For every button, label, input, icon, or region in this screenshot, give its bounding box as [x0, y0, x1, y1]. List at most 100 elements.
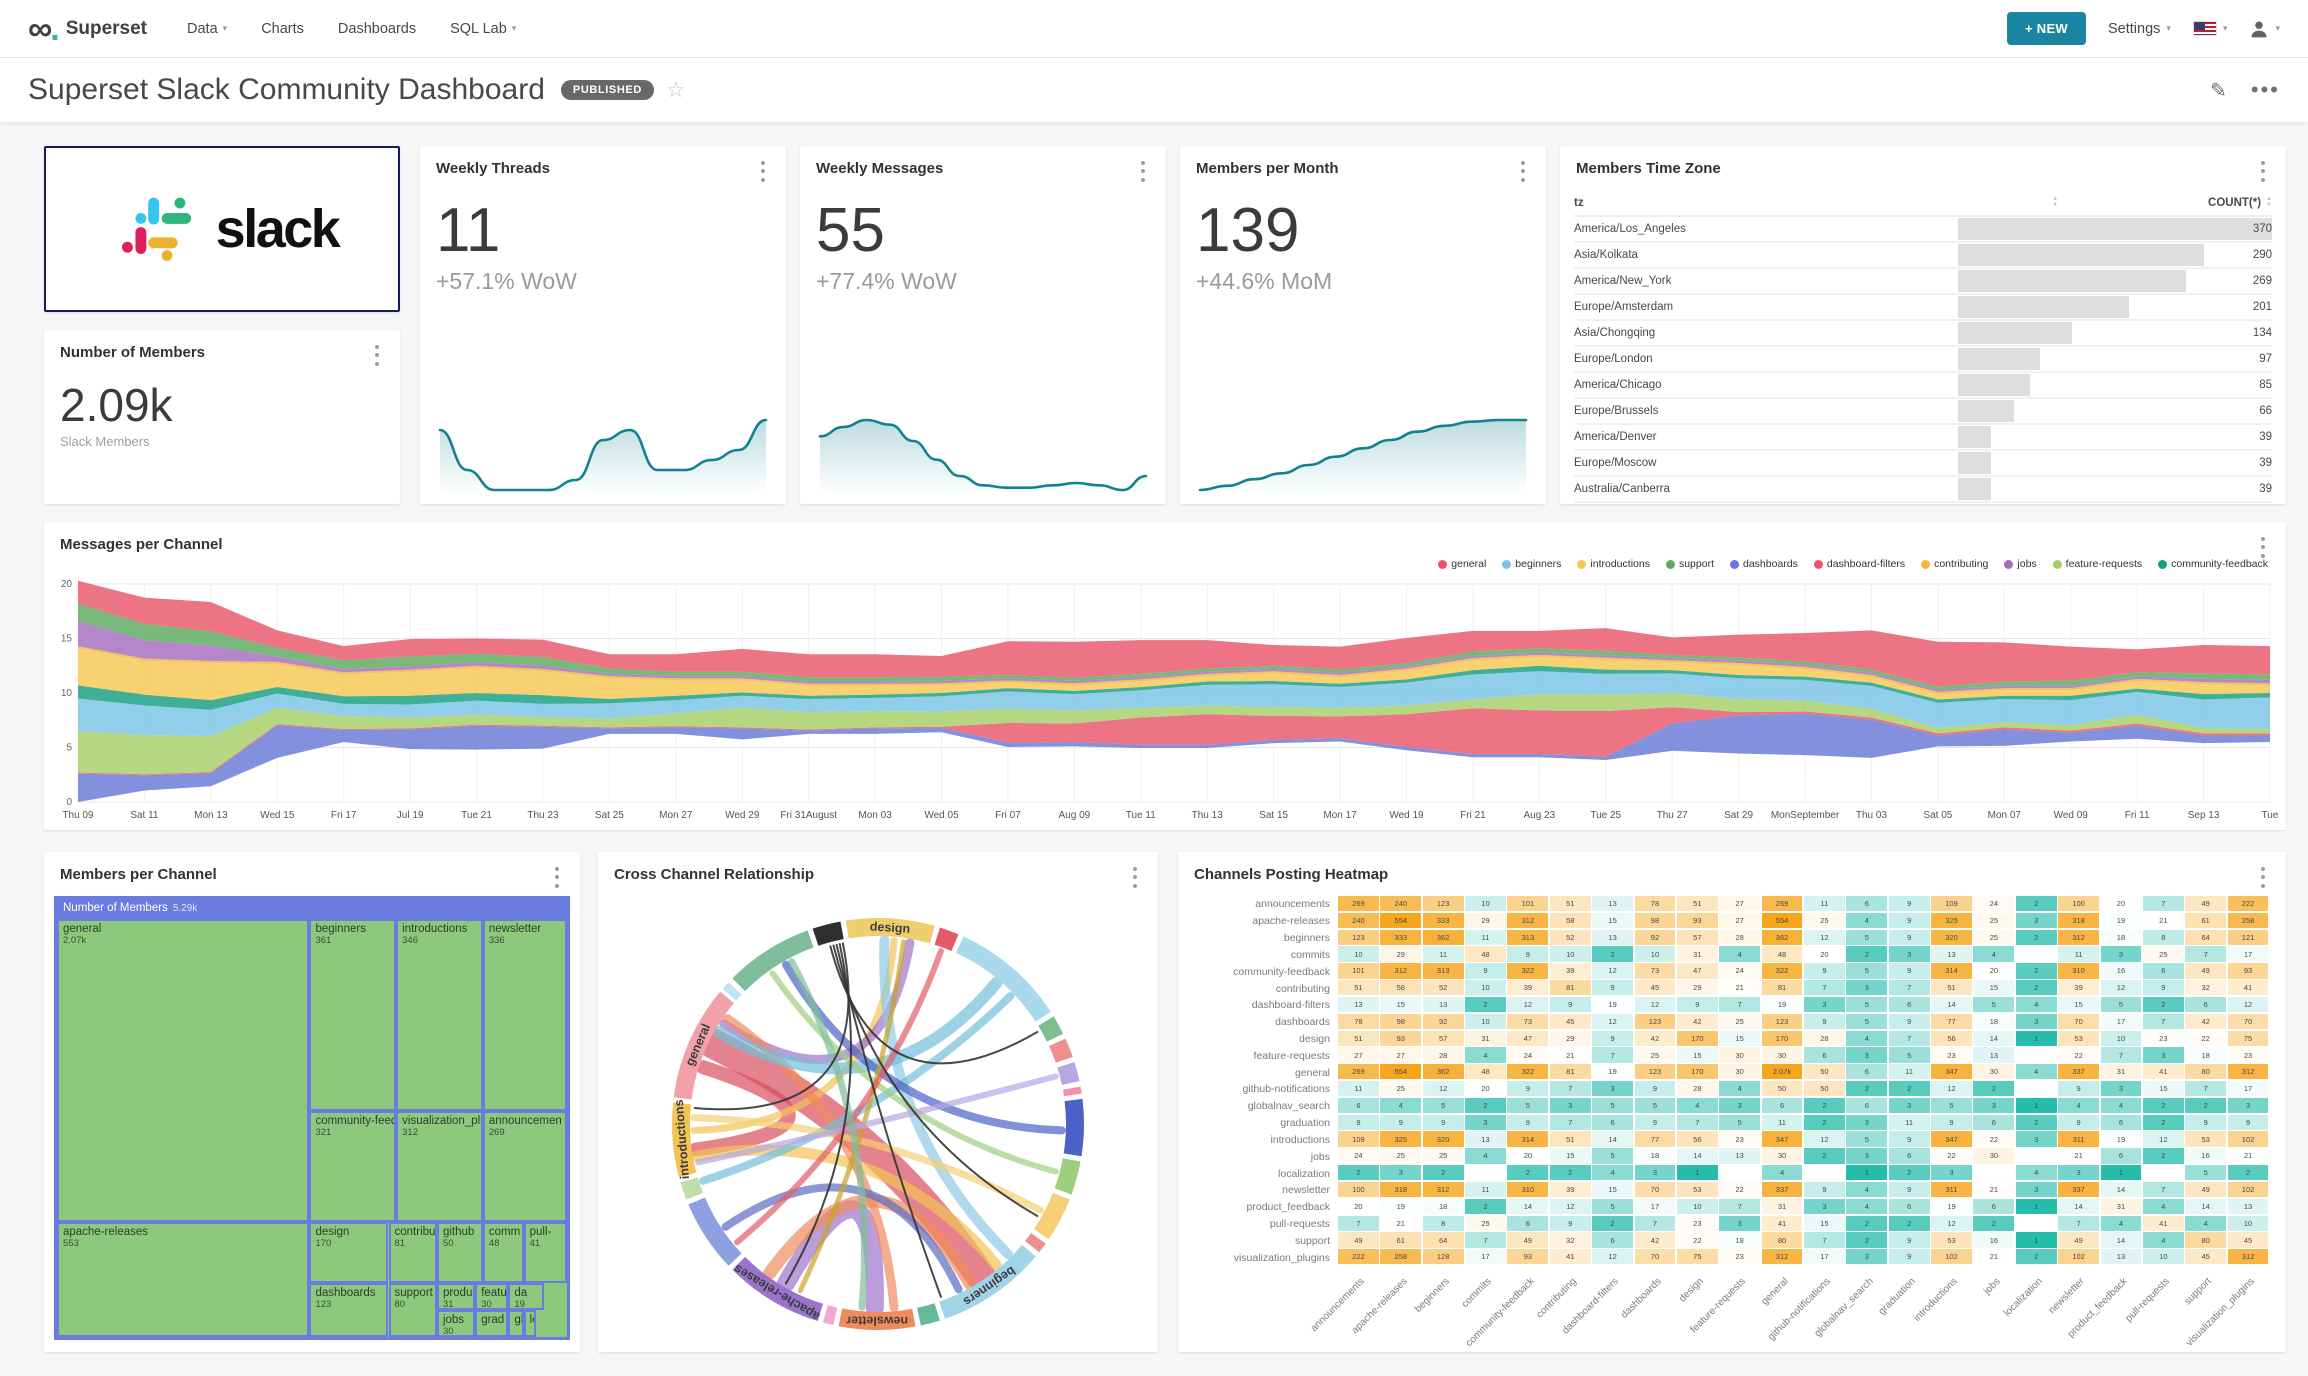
treemap-cell[interactable]: github 50	[436, 1222, 483, 1283]
heatmap-cell[interactable]: 2	[2142, 996, 2184, 1013]
treemap-cell[interactable]: gl	[508, 1309, 524, 1337]
heatmap-cell[interactable]: 20	[1338, 1198, 1379, 1215]
heatmap-cell[interactable]: 7	[2100, 1047, 2142, 1063]
treemap-cell[interactable]: pull- 41	[523, 1222, 567, 1283]
treemap-cell[interactable]: contributi 81	[388, 1222, 437, 1283]
heatmap-cell[interactable]: 312	[1507, 912, 1549, 929]
heatmap-cell[interactable]: 6	[1592, 1232, 1634, 1248]
heatmap-cell[interactable]: 12	[1634, 996, 1676, 1013]
heatmap-cell[interactable]: 312	[1422, 1181, 1464, 1198]
treemap-cell[interactable]: lo	[523, 1309, 537, 1337]
heatmap-cell[interactable]: 2	[2185, 1097, 2227, 1114]
heatmap-cell[interactable]: 51	[1549, 896, 1591, 912]
heatmap-cell[interactable]: 5	[1634, 1097, 1676, 1114]
heatmap-cell[interactable]: 2	[1846, 1081, 1888, 1097]
heatmap-cell[interactable]: 7	[1634, 1215, 1676, 1231]
treemap-cell[interactable]: jobs 30	[436, 1309, 476, 1337]
heatmap-cell[interactable]: 7	[1888, 980, 1930, 996]
heatmap-cell[interactable]: 58	[1380, 980, 1422, 996]
heatmap-cell[interactable]: 16	[1973, 1232, 2015, 1248]
heatmap-cell[interactable]: 7	[2058, 1215, 2100, 1231]
heatmap-cell[interactable]: 222	[1338, 1249, 1379, 1265]
heatmap-cell[interactable]: 21	[1719, 980, 1761, 996]
heatmap-cell[interactable]: 2	[1888, 1215, 1930, 1231]
heatmap-cell[interactable]: 7	[1888, 1030, 1930, 1046]
heatmap-cell[interactable]: 2	[2142, 1148, 2184, 1164]
treemap-cell[interactable]: comm 48	[482, 1222, 524, 1283]
heatmap-cell[interactable]: 3	[1931, 1165, 1972, 1181]
heatmap-cell[interactable]: 45	[1634, 980, 1676, 996]
heatmap-cell[interactable]: 5	[1592, 1198, 1634, 1215]
heatmap-cell[interactable]: 362	[1422, 929, 1464, 945]
heatmap-cell[interactable]: 6	[1888, 996, 1930, 1013]
heatmap-cell[interactable]: 2	[1888, 1081, 1930, 1097]
heatmap-cell[interactable]: 2	[2227, 1165, 2269, 1181]
heatmap-cell[interactable]: 17	[2227, 1081, 2269, 1097]
heatmap-cell[interactable]: 21	[1549, 1047, 1591, 1063]
heatmap-cell[interactable]: 554	[1380, 1064, 1422, 1080]
heatmap-cell[interactable]: 23	[1719, 1249, 1761, 1265]
heatmap-cell[interactable]: 47	[1507, 1030, 1549, 1046]
heatmap-cell[interactable]: 313	[1422, 963, 1464, 979]
heatmap-cell[interactable]: 2	[1804, 1114, 1845, 1130]
heatmap-cell[interactable]: 48	[1761, 946, 1803, 962]
heatmap-cell[interactable]	[1973, 1165, 2015, 1181]
heatmap-cell[interactable]: 18	[1973, 1013, 2015, 1030]
treemap-cell[interactable]: announcemen 269	[482, 1111, 567, 1223]
heatmap-cell[interactable]: 49	[2185, 896, 2227, 912]
heatmap-cell[interactable]: 98	[1380, 1013, 1422, 1030]
heatmap-cell[interactable]: 32	[1549, 1232, 1591, 1248]
heatmap-cell[interactable]: 14	[1931, 996, 1972, 1013]
heatmap-cell[interactable]: 7	[2142, 1013, 2184, 1030]
heatmap-cell[interactable]: 80	[2185, 1232, 2227, 1248]
heatmap-cell[interactable]: 1	[2015, 1232, 2057, 1248]
heatmap-cell[interactable]: 12	[1931, 1081, 1972, 1097]
heatmap-cell[interactable]: 314	[1931, 963, 1972, 979]
heatmap-cell[interactable]: 123	[1634, 1064, 1676, 1080]
heatmap-cell[interactable]: 2	[1973, 1081, 2015, 1097]
heatmap-cell[interactable]: 347	[1761, 1131, 1803, 1147]
heatmap-cell[interactable]: 10	[1465, 896, 1506, 912]
heatmap-cell[interactable]: 10	[1465, 980, 1506, 996]
heatmap-cell[interactable]: 10	[1676, 1198, 1718, 1215]
heatmap-cell[interactable]: 311	[1931, 1181, 1972, 1198]
heatmap-cell[interactable]: 19	[1592, 996, 1634, 1013]
heatmap-cell[interactable]: 93	[1676, 912, 1718, 929]
heatmap-cell[interactable]: 2	[1465, 1198, 1506, 1215]
heatmap-cell[interactable]: 49	[2058, 1232, 2100, 1248]
heatmap-cell[interactable]: 13	[1592, 896, 1634, 912]
heatmap-cell[interactable]: 12	[1592, 1013, 1634, 1030]
heatmap-cell[interactable]: 27	[1719, 912, 1761, 929]
heatmap-cell[interactable]: 27	[1338, 1047, 1379, 1063]
new-button[interactable]: + NEW	[2006, 12, 2086, 45]
heatmap-cell[interactable]: 2	[1846, 946, 1888, 962]
heatmap-cell[interactable]: 3	[2227, 1097, 2269, 1114]
heatmap-cell[interactable]: 12	[1507, 996, 1549, 1013]
heatmap-cell[interactable]: 7	[2185, 946, 2227, 962]
heatmap-cell[interactable]: 81	[1761, 980, 1803, 996]
heatmap-cell[interactable]: 123	[1338, 929, 1379, 945]
heatmap-cell[interactable]: 23	[1931, 1047, 1972, 1063]
heatmap-cell[interactable]: 49	[1338, 1232, 1379, 1248]
legend-item[interactable]: jobs	[2004, 558, 2037, 570]
heatmap-cell[interactable]: 14	[2100, 1181, 2142, 1198]
heatmap-cell[interactable]: 9	[1888, 1013, 1930, 1030]
heatmap-cell[interactable]: 22	[1719, 1181, 1761, 1198]
table-row[interactable]: America/Chicago 85	[1574, 373, 2272, 399]
legend-item[interactable]: support	[1665, 558, 1714, 570]
heatmap-cell[interactable]: 312	[2058, 929, 2100, 945]
heatmap-cell[interactable]: 123	[1634, 1013, 1676, 1030]
legend-item[interactable]: beginners	[1502, 558, 1561, 570]
heatmap-cell[interactable]: 102	[2058, 1249, 2100, 1265]
heatmap-cell[interactable]: 29	[1380, 946, 1422, 962]
heatmap-cell[interactable]: 6	[1846, 1097, 1888, 1114]
heatmap-cell[interactable]	[2015, 946, 2057, 962]
heatmap-cell[interactable]: 5	[1931, 1097, 1972, 1114]
legend-item[interactable]: introductions	[1577, 558, 1650, 570]
heatmap-cell[interactable]: 56	[1931, 1030, 1972, 1046]
heatmap-cell[interactable]: 2	[1973, 1215, 2015, 1231]
heatmap-cell[interactable]: 6	[2185, 996, 2227, 1013]
heatmap-cell[interactable]: 49	[1507, 1232, 1549, 1248]
table-row[interactable]: Europe/London 97	[1574, 347, 2272, 373]
heatmap-cell[interactable]: 7	[1465, 1232, 1506, 1248]
